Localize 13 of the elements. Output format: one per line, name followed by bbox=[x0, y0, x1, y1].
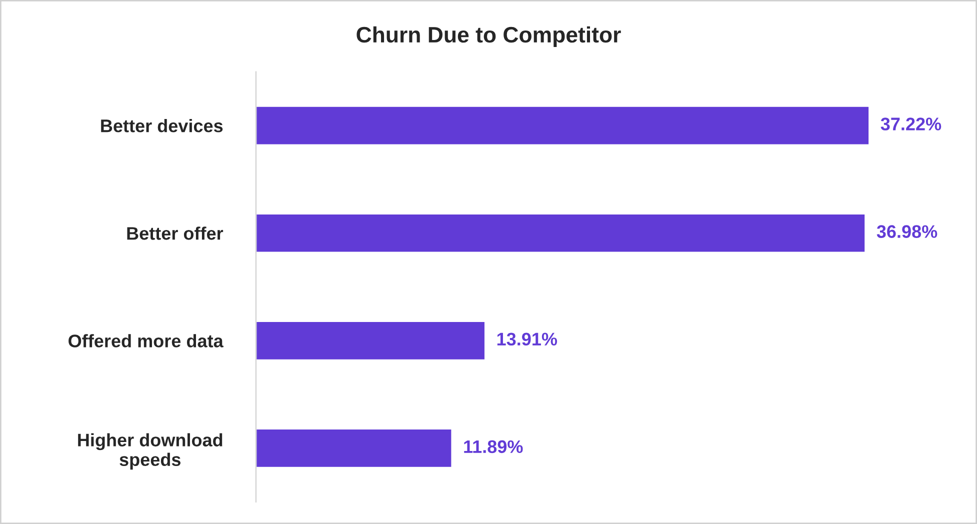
data-label: 13.91% bbox=[497, 332, 558, 346]
y-tick-label: Offered more data bbox=[68, 334, 224, 348]
bar bbox=[256, 213, 866, 254]
bar bbox=[256, 320, 486, 361]
chart-title: Churn Due to Competitor bbox=[356, 26, 621, 48]
y-tick-label: Higher download speeds bbox=[78, 433, 222, 470]
bar bbox=[256, 106, 870, 146]
y-tick-label: Better devices bbox=[101, 119, 223, 132]
data-label: 36.98% bbox=[876, 225, 938, 238]
data-label: 37.22% bbox=[880, 118, 942, 130]
bar bbox=[256, 428, 453, 468]
data-label: 11.89% bbox=[464, 440, 523, 454]
y-tick-label: Better offer bbox=[127, 226, 224, 240]
